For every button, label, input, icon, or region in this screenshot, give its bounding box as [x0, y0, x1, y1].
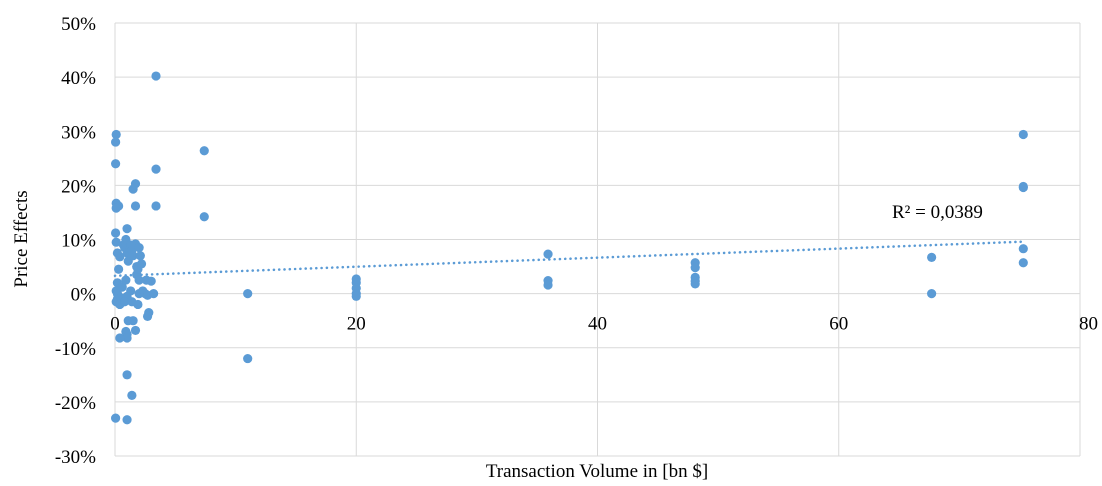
data-point — [111, 228, 121, 238]
y-tick-label: 10% — [61, 231, 96, 252]
data-point — [543, 280, 553, 290]
data-point — [199, 212, 209, 222]
data-point — [1018, 258, 1028, 268]
data-point — [1018, 182, 1028, 193]
y-tick-label: 40% — [61, 68, 96, 89]
data-point — [690, 263, 700, 273]
r-squared-label: R² = 0,0389 — [892, 202, 983, 223]
data-point — [130, 201, 141, 211]
data-point — [135, 251, 145, 261]
data-point — [127, 390, 137, 400]
trendline-layer — [113, 240, 1025, 278]
data-point — [117, 282, 127, 292]
y-tick-label: -30% — [55, 447, 96, 468]
data-point — [151, 201, 161, 211]
data-point — [122, 370, 132, 380]
x-tick-label: 20 — [347, 314, 366, 335]
x-tick-label: 40 — [588, 314, 607, 335]
data-point — [115, 333, 125, 343]
data-point — [243, 289, 253, 299]
data-point — [133, 299, 143, 310]
data-point — [927, 289, 937, 299]
data-point — [122, 415, 132, 425]
data-point — [690, 279, 700, 289]
data-point — [122, 333, 132, 343]
x-axis-title: Transaction Volume in [bn $] — [486, 461, 708, 482]
data-point — [134, 275, 144, 285]
data-point — [146, 276, 156, 286]
data-point — [111, 413, 121, 423]
data-point — [120, 297, 130, 307]
data-point — [121, 275, 131, 285]
data-point — [136, 259, 147, 269]
data-point — [543, 249, 553, 259]
data-point — [111, 237, 121, 247]
data-point — [126, 286, 136, 296]
data-point — [134, 243, 144, 253]
trendline — [113, 240, 1025, 278]
y-tick-label: 0% — [71, 285, 97, 306]
data-point — [115, 252, 125, 262]
x-tick-label: 0 — [110, 314, 120, 335]
data-point — [1018, 129, 1028, 140]
data-point — [111, 137, 121, 147]
data-point — [142, 311, 153, 321]
tick-labels: -30% -20% -10% 0% 10% 20% 30% 40% 50% 0 20 40 60 80 — [55, 14, 1098, 468]
x-tick-label: 60 — [829, 314, 848, 335]
y-tick-label: -20% — [55, 393, 96, 414]
data-point — [151, 164, 161, 174]
data-point — [351, 291, 361, 301]
data-point — [1018, 244, 1028, 254]
y-tick-label: 20% — [61, 176, 96, 197]
data-point — [128, 316, 138, 326]
data-point — [199, 146, 209, 156]
data-point — [128, 251, 138, 261]
x-tick-label: 80 — [1079, 314, 1098, 335]
data-point — [151, 71, 161, 81]
data-point — [111, 159, 121, 169]
data-point — [111, 203, 121, 213]
data-point — [111, 129, 121, 140]
data-point — [122, 224, 132, 234]
y-tick-label: 50% — [61, 14, 96, 35]
data-point — [243, 353, 253, 364]
data-point — [130, 179, 141, 189]
data-point — [114, 264, 124, 274]
y-tick-label: -10% — [55, 339, 96, 360]
data-points — [111, 71, 1028, 425]
data-point — [927, 252, 937, 262]
y-axis-title: Price Effects — [11, 190, 32, 287]
data-point — [149, 289, 159, 299]
y-tick-label: 30% — [61, 122, 96, 143]
gridlines — [114, 22, 1081, 457]
data-point — [130, 325, 141, 336]
